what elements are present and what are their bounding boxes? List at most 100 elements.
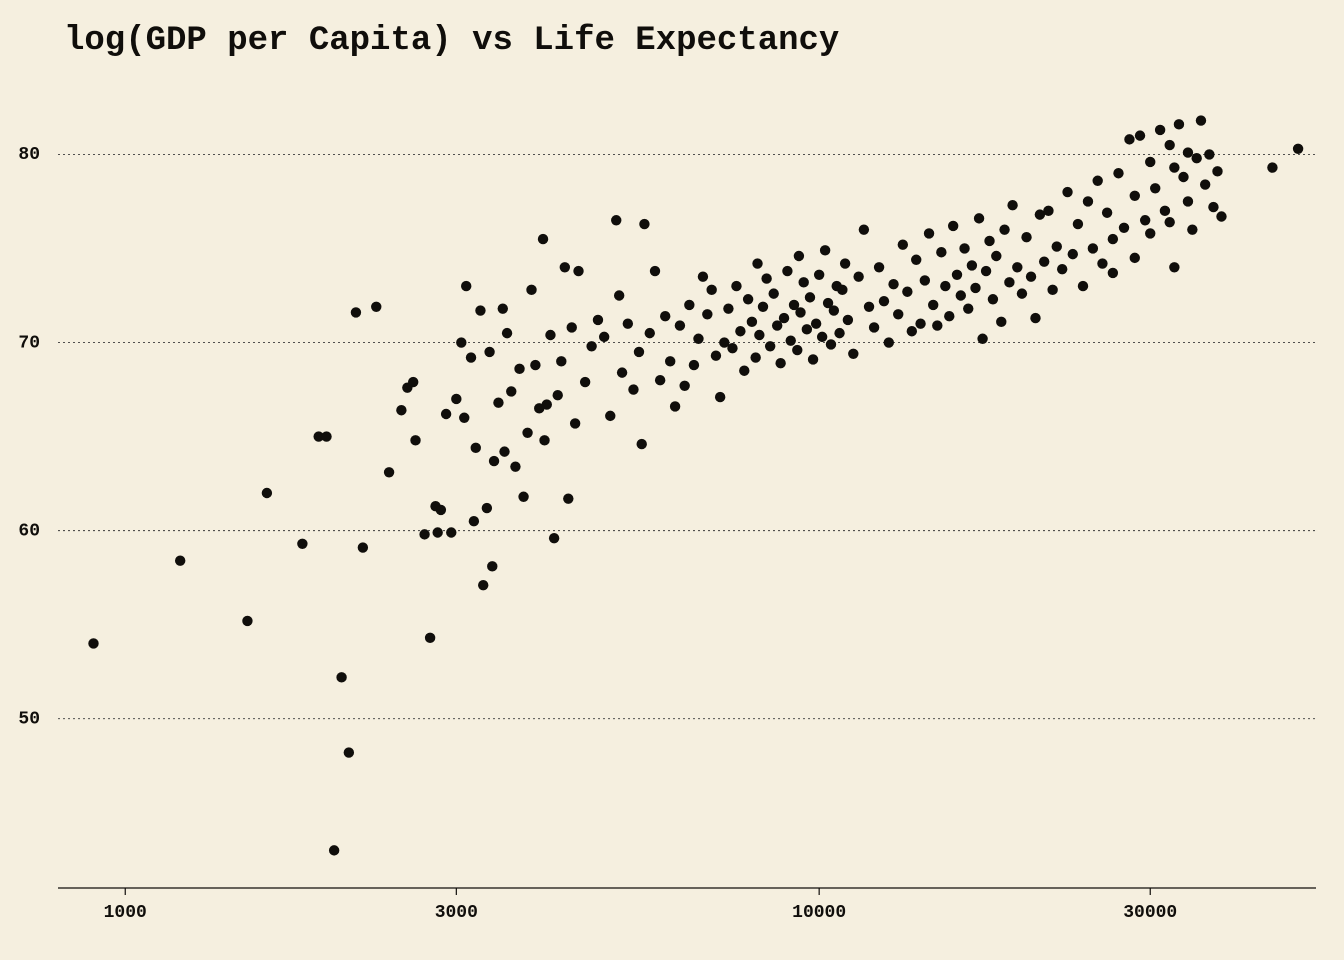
data-point <box>1108 268 1118 278</box>
data-point <box>637 439 647 449</box>
data-point <box>297 539 307 549</box>
data-point <box>493 398 503 408</box>
data-point <box>715 392 725 402</box>
data-point <box>702 309 712 319</box>
data-point <box>1073 219 1083 229</box>
data-point <box>963 303 973 313</box>
data-point <box>478 580 488 590</box>
data-point <box>1178 172 1188 182</box>
data-point <box>1026 271 1036 281</box>
data-point <box>808 354 818 364</box>
data-point <box>826 339 836 349</box>
y-tick-label: 50 <box>18 709 40 729</box>
data-point <box>915 319 925 329</box>
data-point <box>1021 232 1031 242</box>
data-point <box>1113 168 1123 178</box>
data-point <box>706 285 716 295</box>
data-point <box>1030 313 1040 323</box>
data-point <box>665 356 675 366</box>
data-point <box>1169 162 1179 172</box>
data-point <box>869 322 879 332</box>
data-point <box>848 349 858 359</box>
data-point <box>1187 224 1197 234</box>
data-point <box>605 411 615 421</box>
data-point <box>802 324 812 334</box>
data-point <box>786 335 796 345</box>
data-point <box>650 266 660 276</box>
data-point <box>1160 206 1170 216</box>
data-point <box>1200 179 1210 189</box>
data-point <box>1150 183 1160 193</box>
data-point <box>902 287 912 297</box>
data-point <box>1102 208 1112 218</box>
data-point <box>344 747 354 757</box>
data-point <box>1124 134 1134 144</box>
data-point <box>928 300 938 310</box>
data-point <box>419 529 429 539</box>
data-point <box>888 279 898 289</box>
data-point <box>940 281 950 291</box>
data-point <box>752 258 762 268</box>
data-point <box>1145 157 1155 167</box>
data-point <box>1088 243 1098 253</box>
data-point <box>731 281 741 291</box>
data-point <box>451 394 461 404</box>
data-point <box>743 294 753 304</box>
data-point <box>907 326 917 336</box>
data-point <box>675 320 685 330</box>
data-point <box>984 236 994 246</box>
data-point <box>864 302 874 312</box>
data-point <box>538 234 548 244</box>
data-point <box>679 381 689 391</box>
data-point <box>898 240 908 250</box>
data-point <box>1145 228 1155 238</box>
data-point <box>859 224 869 234</box>
data-point <box>432 527 442 537</box>
data-point <box>553 390 563 400</box>
data-point <box>884 337 894 347</box>
data-point <box>1130 253 1140 263</box>
data-point <box>1191 153 1201 163</box>
data-point <box>611 215 621 225</box>
data-point <box>410 435 420 445</box>
data-point <box>514 364 524 374</box>
data-point <box>779 313 789 323</box>
data-point <box>475 305 485 315</box>
data-point <box>1119 223 1129 233</box>
data-point <box>920 275 930 285</box>
data-point <box>484 347 494 357</box>
data-point <box>952 270 962 280</box>
data-point <box>782 266 792 276</box>
data-point <box>539 435 549 445</box>
data-point <box>1293 144 1303 154</box>
data-point <box>1130 191 1140 201</box>
data-point <box>660 311 670 321</box>
data-point <box>932 320 942 330</box>
data-point <box>970 283 980 293</box>
data-point <box>408 377 418 387</box>
data-point <box>944 311 954 321</box>
data-point <box>593 315 603 325</box>
data-point <box>1057 264 1067 274</box>
data-point <box>1140 215 1150 225</box>
data-point <box>1017 288 1027 298</box>
data-point <box>837 285 847 295</box>
data-point <box>586 341 596 351</box>
data-point <box>795 307 805 317</box>
data-point <box>981 266 991 276</box>
scatter-chart: 50607080100030001000030000 <box>0 0 1344 960</box>
data-point <box>765 341 775 351</box>
data-point <box>1204 149 1214 159</box>
chart-title: log(GDP per Capita) vs Life Expectancy <box>64 22 839 60</box>
data-point <box>693 334 703 344</box>
x-tick-label: 10000 <box>792 903 846 923</box>
data-point <box>526 285 536 295</box>
data-point <box>655 375 665 385</box>
chart-background <box>0 0 1344 960</box>
data-point <box>567 322 577 332</box>
data-point <box>754 330 764 340</box>
x-tick-label: 30000 <box>1123 903 1177 923</box>
y-tick-label: 70 <box>18 333 40 353</box>
data-point <box>747 317 757 327</box>
data-point <box>446 527 456 537</box>
